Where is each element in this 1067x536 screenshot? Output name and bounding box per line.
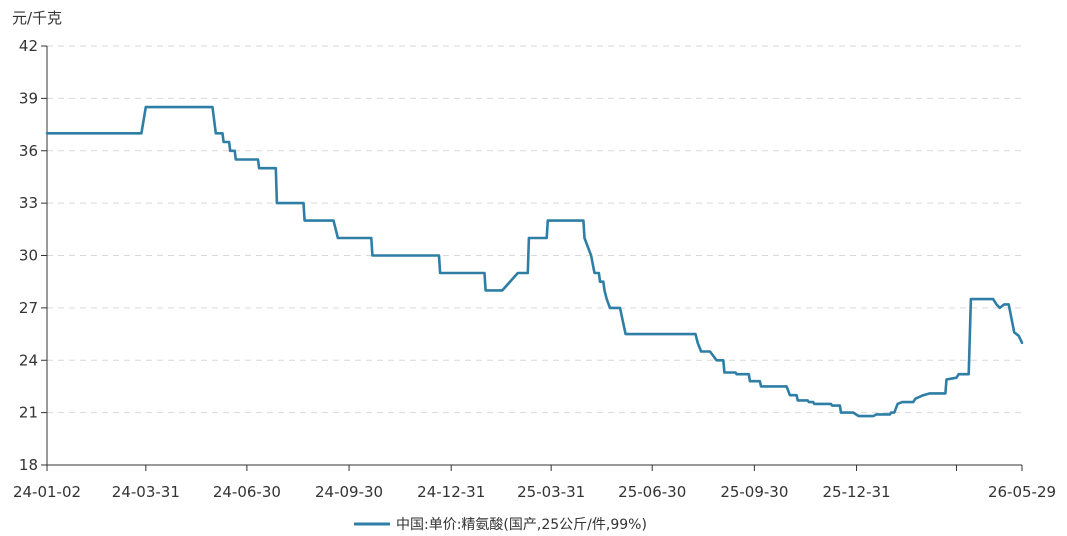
x-tick-label: 24-12-31 (417, 483, 485, 501)
series-line (45, 105, 1024, 418)
x-axis-ticks: 24-01-02 24-03-31 24-06-30 24-09-30 24-12-31… (13, 465, 1056, 501)
x-tick-label: 24-06-30 (213, 483, 281, 501)
y-tick-label: 30 (19, 247, 38, 265)
x-tick-label: 25-06-30 (618, 483, 686, 501)
y-tick-label: 39 (19, 89, 38, 107)
y-tick-label: 36 (19, 142, 38, 160)
legend-label: 中国:单价:精氨酸(国产,25公斤/件,99%) (396, 517, 647, 533)
y-tick-label: 27 (19, 299, 38, 317)
series-group (45, 105, 1024, 418)
x-tick-label: 24-03-31 (112, 483, 180, 501)
x-tick-label: 25-03-31 (517, 483, 585, 501)
grid-lines (47, 45, 1022, 414)
legend[interactable]: 中国:单价:精氨酸(国产,25公斤/件,99%) (354, 517, 647, 533)
y-axis-ticks: 18 21 24 27 30 33 36 39 42 (19, 37, 47, 474)
x-tick-label: 25-12-31 (822, 483, 890, 501)
y-tick-label: 18 (19, 456, 38, 474)
y-tick-label: 33 (19, 194, 38, 212)
y-tick-label: 24 (19, 351, 38, 369)
y-tick-label: 21 (19, 404, 38, 422)
x-tick-label: 26-05-29 (988, 483, 1056, 501)
x-tick-label: 25-09-30 (720, 483, 788, 501)
x-tick-label: 24-09-30 (315, 483, 383, 501)
x-tick-label: 24-01-02 (13, 483, 81, 501)
y-tick-label: 42 (19, 37, 38, 55)
y-axis-unit-label: 元/千克 (12, 9, 62, 27)
